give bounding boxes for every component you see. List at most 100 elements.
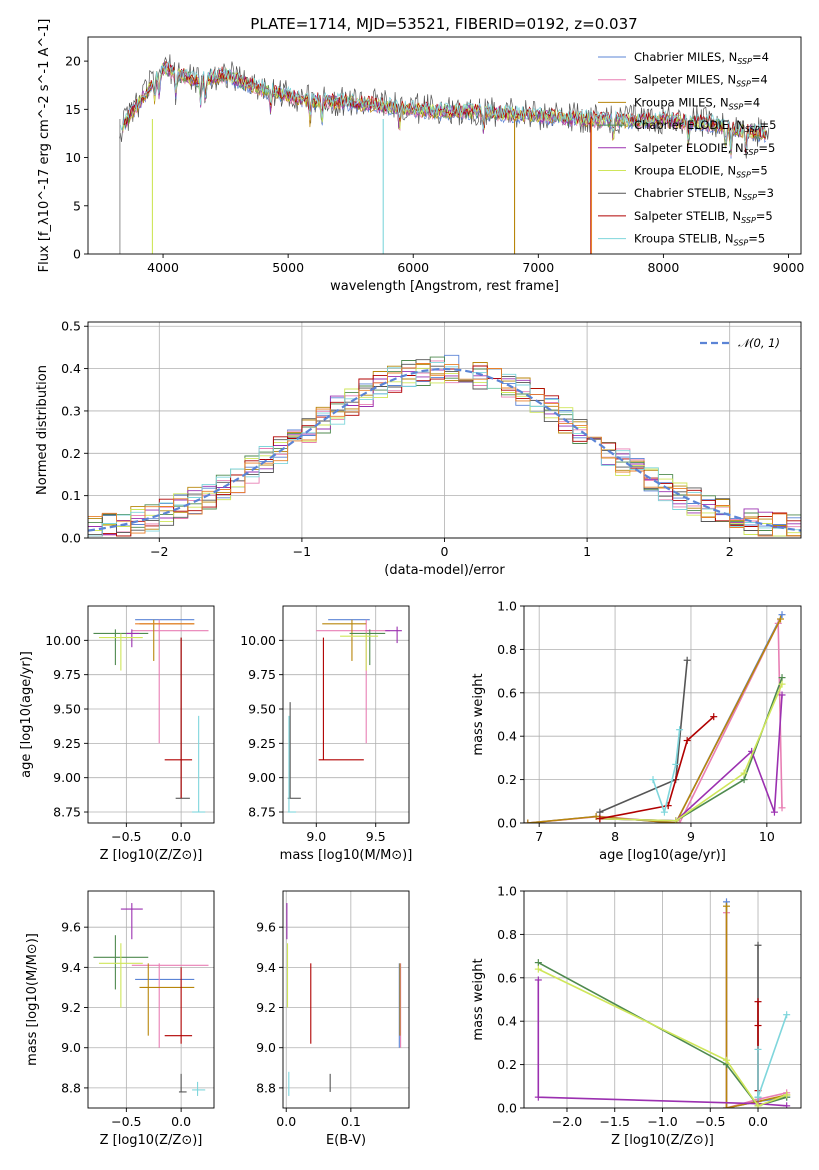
x-tick-label: 9000	[773, 260, 805, 275]
y-tick-label: 0.1	[61, 488, 81, 503]
clip-group-age_vs_Z	[93, 619, 209, 813]
axes-layer: 4000 5000 6000 7000 8000 900005101520waveleng…	[19, 19, 804, 1148]
x-axis-label: mass [log10(M/M⊙)]	[280, 848, 413, 863]
axes-frame	[87, 36, 802, 255]
y-axis-label: mass weight	[471, 673, 486, 755]
clip-group-mass_vs_ebv	[286, 903, 402, 1096]
y-tick-label: 9.00	[248, 770, 276, 785]
legend-subscript: SSP	[736, 80, 751, 89]
x-tick-label: −2.0	[552, 1114, 582, 1129]
axes-frame	[523, 605, 802, 824]
x-tick-label: −0.5	[111, 829, 141, 844]
y-tick-label: 9.4	[61, 960, 81, 975]
x-axis-label: Z [log10(Z/Z⊙)]	[100, 1133, 203, 1148]
x-tick-label: 8	[611, 829, 619, 844]
x-tick-label: −1	[293, 544, 311, 559]
y-tick-label: 0.3	[61, 403, 81, 418]
y-tick-label: 1.0	[497, 599, 517, 614]
y-tick-label: 0.4	[497, 729, 517, 744]
y-axis-label: Flux [f_λ10^-17 erg cm^-2 s^-1 A^-1]	[37, 19, 52, 273]
legend-label: Kroupa STELIB, NSSP=5	[634, 232, 765, 248]
legend-label: Chabrier STELIB, NSSP=3	[634, 186, 774, 202]
y-tick-label: 8.75	[53, 805, 81, 820]
x-tick-label: 0.0	[171, 1114, 191, 1129]
y-tick-label: 0.0	[497, 1101, 517, 1116]
weight-line	[725, 906, 787, 1108]
weight-line	[537, 980, 787, 1107]
x-tick-label: 4000	[147, 260, 179, 275]
legend-subscript: SSP	[736, 171, 751, 180]
normal-reference-curve	[88, 367, 801, 532]
y-tick-label: 20	[65, 54, 81, 69]
clip-group-weight_vs_age	[524, 611, 786, 823]
y-tick-label: 9.6	[61, 920, 81, 935]
x-tick-label: 9.0	[306, 829, 326, 844]
y-tick-label: 0.6	[497, 970, 517, 985]
weight-line	[599, 683, 783, 822]
x-tick-label: 6000	[397, 260, 429, 275]
legend-nssp: =5	[756, 209, 773, 223]
legend-subscript: SSP	[741, 216, 756, 225]
y-tick-label: 0.0	[61, 531, 81, 546]
axes-frame	[282, 605, 410, 824]
y-tick-label: 8.8	[61, 1080, 81, 1095]
legend-label: Kroupa ELODIE, NSSP=5	[634, 164, 768, 180]
spectrum-line	[122, 63, 767, 150]
legend-nssp: =5	[760, 118, 777, 132]
y-tick-label: 15	[65, 102, 81, 117]
y-tick-label: 0.8	[497, 642, 517, 657]
x-tick-label: 0	[441, 544, 449, 559]
y-tick-label: 0.6	[497, 685, 517, 700]
x-tick-label: 0.0	[171, 829, 191, 844]
x-tick-label: 0.0	[748, 1114, 768, 1129]
legend-layer: Chabrier MILES, NSSP=4 Salpeter MILES, NS…	[598, 50, 780, 350]
legend-nssp: =5	[751, 164, 768, 178]
weight-line	[652, 729, 681, 815]
x-tick-label: 0.0	[276, 1114, 296, 1129]
y-tick-label: 1.0	[497, 884, 517, 899]
axes-frame	[282, 890, 410, 1109]
chart-title: PLATE=1714, MJD=53521, FIBERID=0192, z=0…	[250, 15, 637, 33]
legend-label: Chabrier ELODIE, NSSP=5	[634, 118, 776, 134]
y-tick-label: 0.5	[61, 319, 81, 334]
legend-nssp: =4	[743, 95, 760, 109]
weight-line	[757, 1014, 788, 1098]
clip-group-age_vs_mass	[287, 619, 402, 813]
x-axis-label: age [log10(age/yr)]	[599, 848, 726, 863]
grid-layer	[88, 322, 801, 1109]
x-tick-label: −0.5	[111, 1114, 141, 1129]
axes-frame	[87, 605, 215, 824]
legend-label: Salpeter MILES, NSSP=4	[634, 73, 768, 89]
y-axis-label: age [log10(age/yr)]	[19, 651, 34, 778]
x-axis-label: (data-model)/error	[384, 563, 505, 578]
y-tick-label: 0	[73, 247, 81, 262]
x-tick-label: 10	[759, 829, 775, 844]
x-tick-label: 0.1	[341, 1114, 361, 1129]
clip-group-weight_vs_Z	[534, 898, 791, 1108]
weight-line	[527, 614, 783, 823]
legend-subscript: SSP	[745, 125, 760, 134]
spectrum-line	[120, 60, 766, 150]
y-tick-label: 9.50	[53, 702, 81, 717]
y-tick-label: 9.0	[256, 1040, 276, 1055]
legend-subscript: SSP	[729, 102, 744, 111]
y-tick-label: 0.2	[497, 1057, 517, 1072]
legend-nssp: =4	[751, 73, 768, 87]
x-tick-label: 7000	[522, 260, 554, 275]
legend-subscript: SSP	[734, 239, 749, 248]
y-tick-label: 9.2	[61, 1000, 81, 1015]
data-layer	[88, 54, 801, 1108]
legend-label: Salpeter STELIB, NSSP=5	[634, 209, 773, 225]
y-tick-label: 9.50	[248, 702, 276, 717]
clip-group-residuals	[88, 354, 801, 537]
y-tick-label: 10.00	[240, 633, 276, 648]
legend-subscript: SSP	[737, 57, 752, 66]
histogram-step	[88, 363, 801, 537]
x-tick-label: −1.0	[647, 1114, 677, 1129]
legend-label: Salpeter ELODIE, NSSP=5	[634, 141, 775, 157]
x-axis-label: Z [log10(Z/Z⊙)]	[611, 1133, 714, 1148]
y-tick-label: 9.0	[61, 1040, 81, 1055]
y-tick-label: 10.00	[45, 633, 81, 648]
y-tick-label: 0.4	[497, 1014, 517, 1029]
